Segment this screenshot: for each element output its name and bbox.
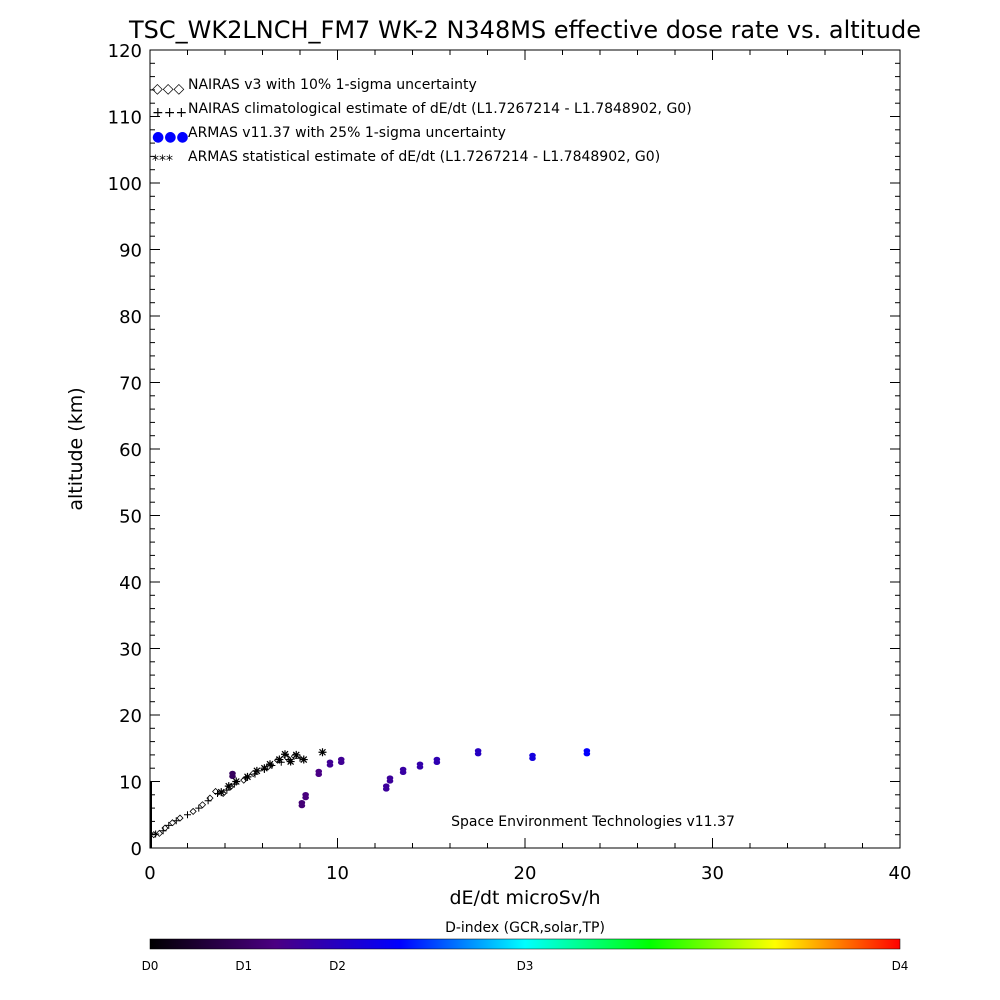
y-tick-label: 50 (119, 507, 142, 528)
nairas-point (155, 829, 163, 837)
x-tick-label: 30 (701, 863, 724, 884)
armas-statistical-point (232, 777, 241, 786)
armas-point-err (315, 771, 323, 777)
colorbar-title: D-index (GCR,solar,TP) (445, 920, 605, 936)
armas-point-err (229, 773, 236, 779)
x-tick-label: 0 (144, 863, 155, 884)
armas-point-err (337, 759, 345, 765)
nairas-point (198, 801, 207, 809)
x-tick-label: 40 (889, 863, 912, 884)
armas-point-err (302, 795, 309, 801)
armas-statistical-point (266, 760, 274, 769)
y-tick-label: 110 (108, 108, 142, 129)
colorbar-tick-label: D3 (517, 959, 534, 973)
nairas-climatology-point (184, 811, 191, 819)
nairas-climatology-point (152, 830, 160, 838)
chart-title: TSC_WK2LNCH_FM7 WK-2 N348MS effective do… (128, 16, 921, 44)
nairas-climatology-point (195, 804, 203, 812)
armas-point-err (298, 803, 306, 809)
armas-statistical-point (299, 755, 308, 764)
y-tick-label: 60 (119, 440, 142, 461)
y-tick-label: 70 (119, 374, 142, 395)
legend-symbol: *** (152, 153, 173, 169)
legend-entry-label: NAIRAS v3 with 10% 1-sigma uncertainty (188, 77, 477, 93)
x-tick-label: 20 (514, 863, 537, 884)
nairas-point (168, 819, 177, 827)
armas-point-err (382, 786, 390, 792)
y-tick-label: 10 (119, 773, 142, 794)
armas-statistical-point (217, 788, 226, 797)
plot-marks (150, 748, 591, 848)
nairas-climatology-point (159, 827, 167, 835)
y-tick-label: 80 (119, 307, 142, 328)
armas-point-err (529, 755, 536, 761)
legend-entry-label: ARMAS statistical estimate of dE/dt (L1.… (188, 149, 660, 165)
y-axis-label: altitude (km) (65, 387, 87, 510)
armas-point-err (399, 769, 407, 775)
armas-statistical-point (260, 764, 269, 773)
y-tick-label: 120 (108, 41, 142, 62)
armas-statistical-point (292, 750, 301, 759)
nairas-climatology-point (165, 821, 173, 829)
y-tick-label: 100 (108, 174, 142, 195)
legend: ◇◇◇ NAIRAS v3 with 10% 1-sigma uncertaint… (152, 77, 692, 169)
colorbar (149, 938, 901, 950)
nairas-climatology-point (172, 817, 180, 825)
armas-statistical-point (318, 748, 327, 757)
armas-statistical-point (286, 757, 295, 766)
credit-annotation: Space Environment Technologies v11.37 (451, 814, 735, 830)
plot-frame (149, 49, 901, 849)
y-tick-label: 40 (119, 573, 142, 594)
armas-statistical-point (281, 750, 289, 759)
colorbar-tick-label: D0 (142, 959, 159, 973)
armas-point-err (326, 762, 334, 768)
colorbar-labels: D0 D1 D2 D3 D4 (142, 959, 909, 973)
armas-statistical-point (224, 782, 233, 791)
armas-point-err (474, 751, 482, 757)
legend-entry-label: NAIRAS climatological estimate of dE/dt … (188, 101, 692, 117)
y-axis-ticks: 0 10 20 30 40 50 60 70 80 90 100 110 120 (108, 41, 900, 860)
armas-statistical-point (243, 772, 252, 781)
colorbar-tick-label: D1 (235, 959, 252, 973)
y-tick-label: 20 (119, 706, 142, 727)
nairas-point (189, 807, 197, 815)
colorbar-tick-label: D4 (892, 959, 909, 973)
legend-symbol: ◇◇◇ (152, 81, 185, 97)
armas-point-err (433, 759, 441, 765)
legend-symbol: +++ (152, 105, 187, 121)
nairas-climatology-point (204, 797, 212, 805)
x-tick-label: 10 (326, 863, 349, 884)
y-tick-label: 90 (119, 241, 142, 262)
x-axis-label: dE/dt microSv/h (449, 887, 600, 909)
y-tick-label: 0 (131, 839, 142, 860)
armas-point-err (386, 778, 394, 784)
legend-entry-label: ARMAS v11.37 with 25% 1-sigma uncertaint… (188, 125, 506, 141)
armas-point-err (583, 751, 591, 757)
armas-statistical-point (252, 766, 261, 775)
nairas-point (176, 814, 184, 822)
colorbar-tick-label: D2 (329, 959, 346, 973)
y-tick-label: 30 (119, 640, 142, 661)
armas-statistical-point (275, 755, 284, 764)
legend-symbol: ●●● (152, 129, 189, 145)
armas-point-err (416, 764, 424, 770)
x-axis-ticks: 0 10 20 30 40 (144, 50, 911, 884)
